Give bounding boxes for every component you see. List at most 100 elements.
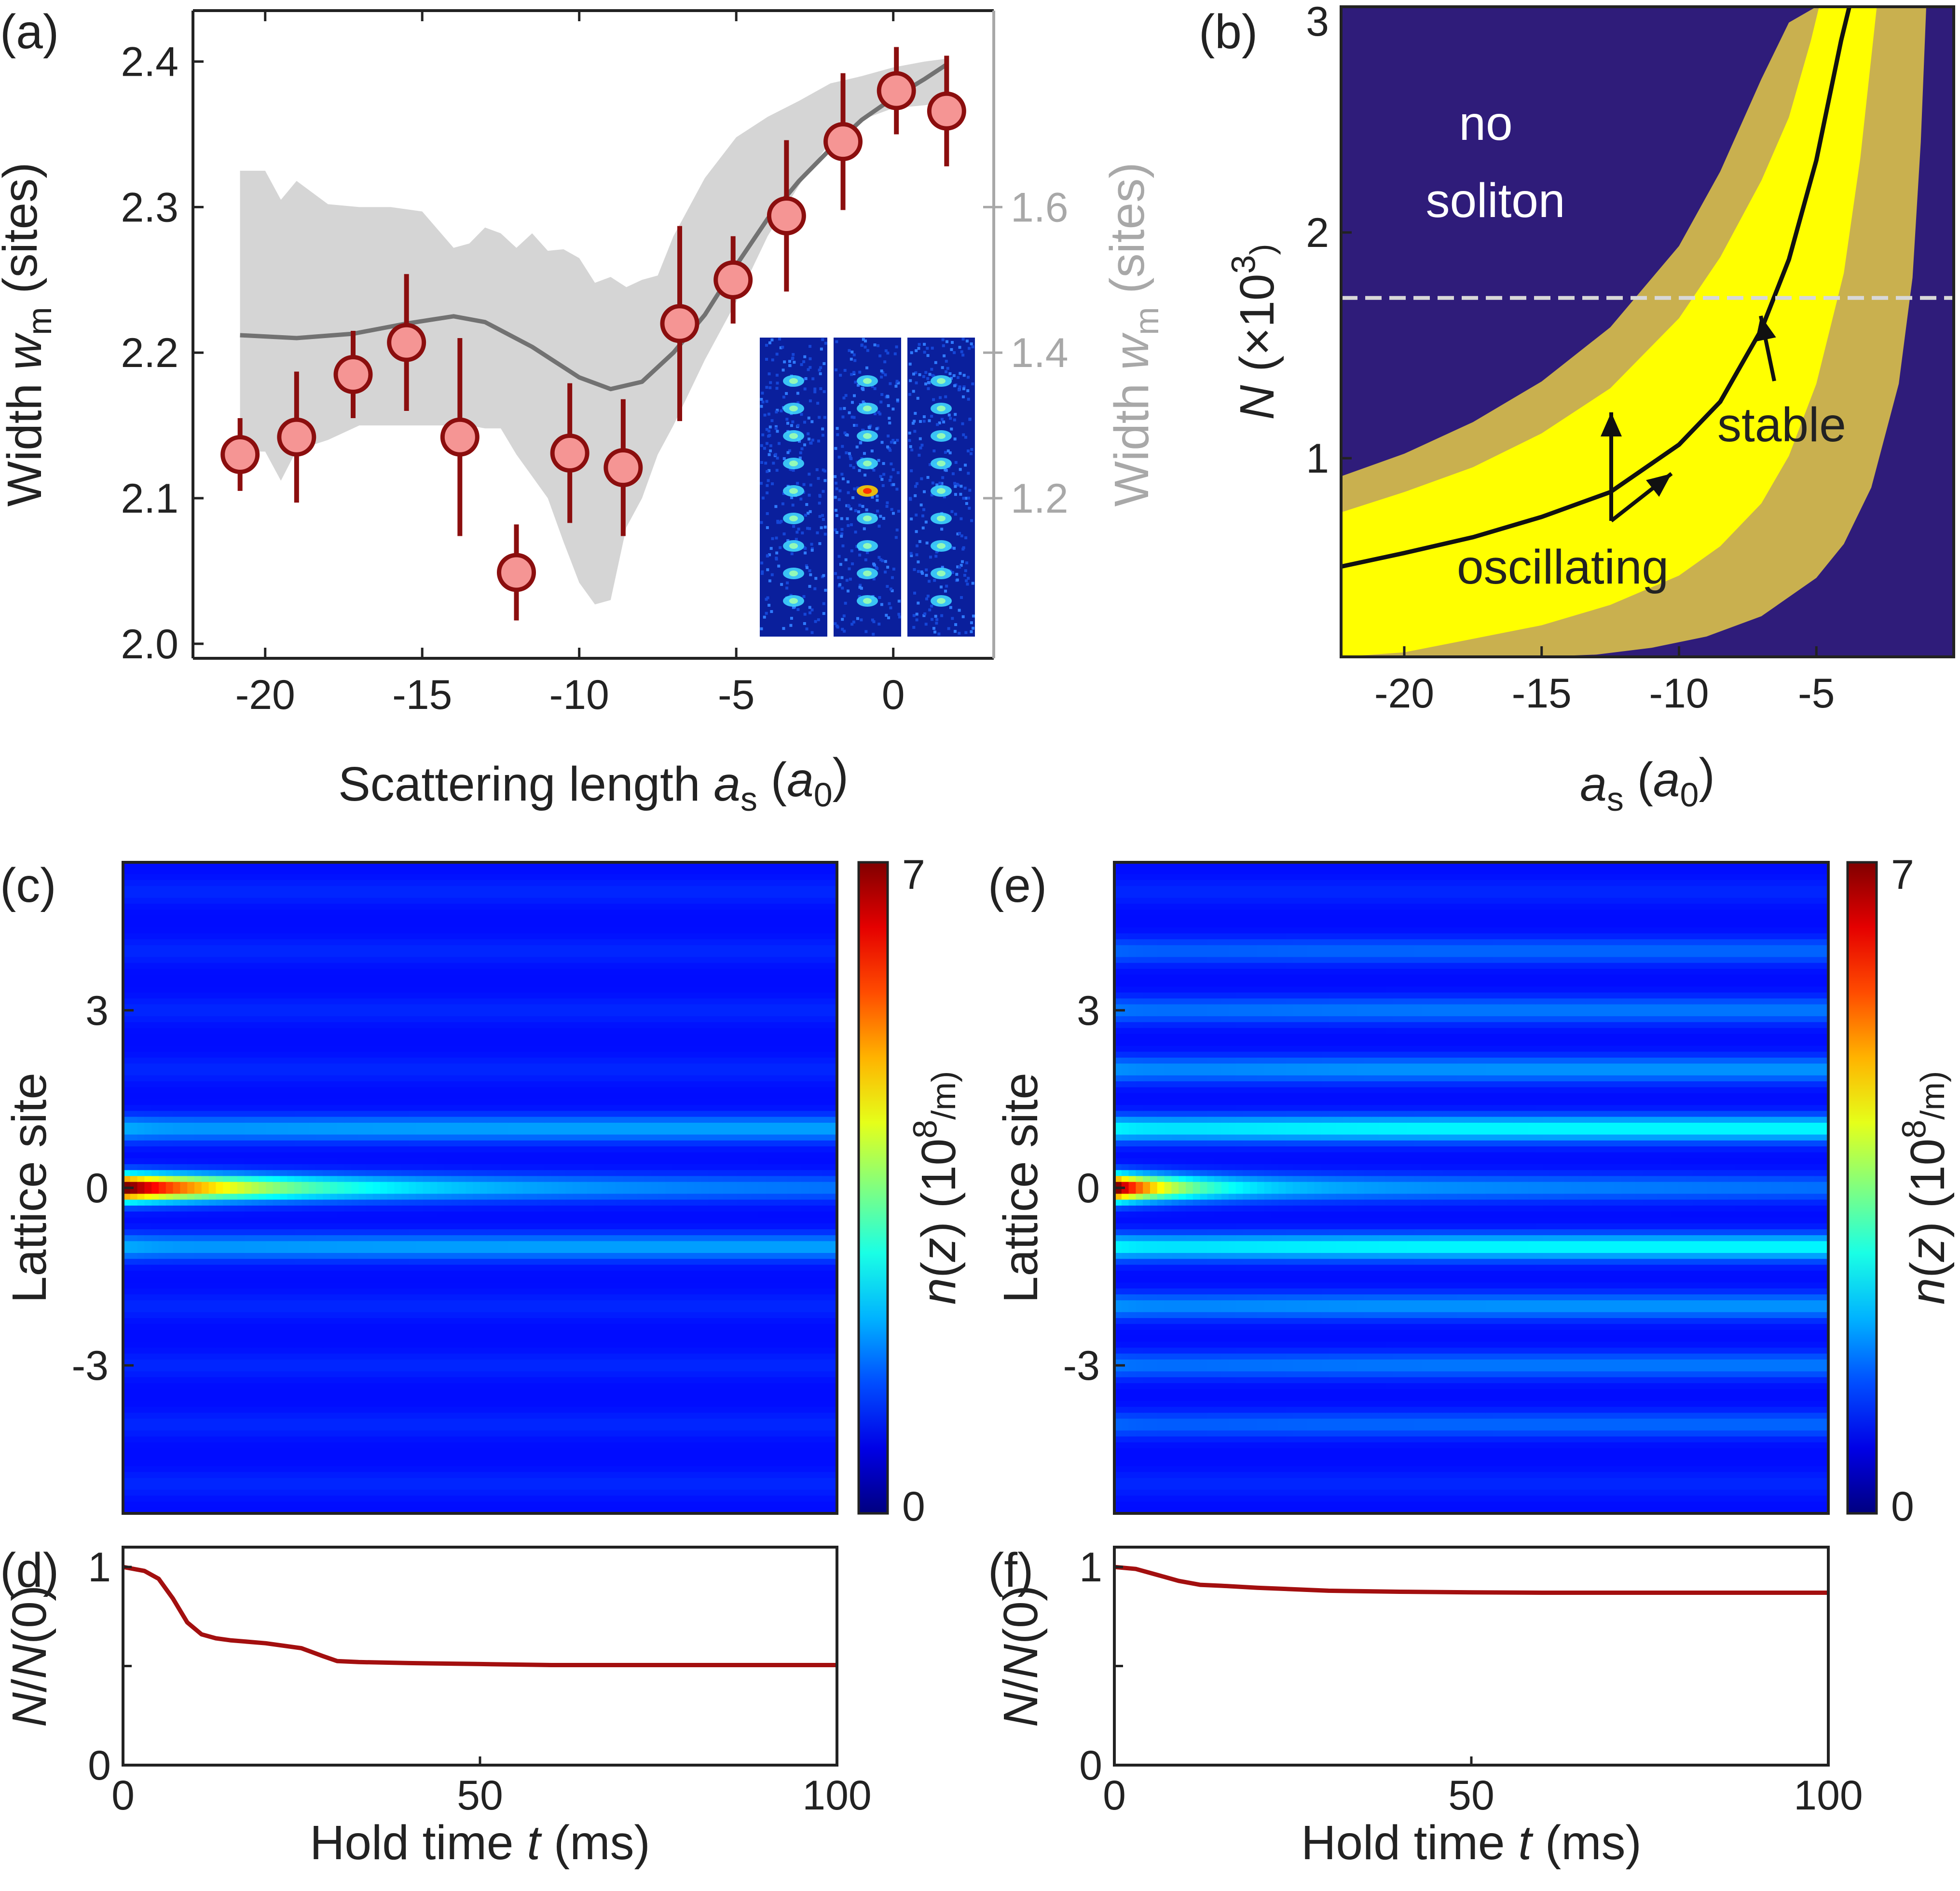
heat-cell [137,880,145,886]
heat-cell [137,1448,145,1455]
heat-cell [173,1265,181,1271]
heat-cell [173,1372,181,1378]
heat-cell [144,1330,152,1336]
heat-cell [130,1081,138,1088]
heat-cell [130,1413,138,1419]
heat-cell [166,998,174,1005]
inset-noise [852,466,855,469]
heat-cell [173,1235,181,1241]
heat-cell [173,1289,181,1295]
inset-noise [839,563,842,566]
inset-noise [791,552,794,555]
inset-noise [954,485,957,488]
heat-cell [144,1141,152,1147]
heat-cell [166,1365,174,1372]
heat-cell [151,1478,159,1484]
heat-cell [151,1360,159,1366]
heat-cell [159,922,166,928]
heat-cell [137,1271,145,1277]
inset-noise [910,517,913,520]
heat-cell [151,1466,159,1472]
heat-cell [166,910,174,916]
inset-blob-core [937,488,946,494]
inset-noise [775,552,778,555]
inset-noise [770,547,773,550]
heat-cell [166,1377,174,1384]
heat-cell [144,1466,152,1472]
inset-noise [965,561,968,564]
inset-noise [924,382,927,385]
heat-cell [173,1490,181,1496]
inset-noise [843,396,846,399]
inset-noise [932,449,935,452]
inset-noise [886,505,889,508]
inset-noise [882,473,885,476]
heat-cell [159,898,166,904]
heat-cell [166,957,174,963]
inset-noise [809,357,811,360]
heat-cell [159,1472,166,1478]
inset-noise [926,542,929,544]
heat-cell [166,1063,174,1070]
heat-cell [151,880,159,886]
heat-cell [144,1336,152,1342]
inset-noise [888,417,891,420]
heat-cell [137,1401,145,1407]
inset-noise [836,427,839,430]
heat-cell [159,1058,166,1064]
heat-cell [151,1347,159,1354]
heat-cell [137,1354,145,1360]
heat-cell [137,1046,145,1052]
inset-noise [913,568,916,571]
heat-cell [159,1342,166,1348]
heat-cell [159,1206,166,1212]
inset-noise [764,414,767,417]
inset-noise [933,579,936,582]
inset-noise [908,432,911,435]
heat-cell [137,1324,145,1330]
x-axis-label-part: a [1653,753,1680,807]
heat-cell [137,1087,145,1093]
inset-noise [968,347,971,350]
x-axis-label-part: ( [1624,753,1653,807]
heat-cell [173,1170,181,1176]
heat-cell [173,898,181,904]
heat-cell [159,1217,166,1224]
heat-cell [159,1484,166,1490]
heat-cell [144,1401,152,1407]
inset-noise [788,364,791,367]
inset-noise [843,407,846,410]
heat-cell [137,922,145,928]
heat-cell [159,1081,166,1088]
inset-noise [861,387,863,390]
heat-cell [137,1081,145,1088]
heat-cell [151,1206,159,1212]
heat-cell [151,1093,159,1100]
inset-noise [967,577,970,580]
inset-noise [819,366,822,369]
heat-cell [173,1135,181,1141]
heat-cell [173,1123,181,1129]
heat-cell [159,1437,166,1443]
inset-noise [768,604,770,607]
heat-cell [173,1040,181,1046]
heat-cell [166,1158,174,1165]
inset-noise [771,537,774,540]
inset-noise [790,617,793,620]
inset-noise [811,377,814,380]
inset-noise [960,596,963,599]
heat-cell [144,1117,152,1123]
inset-noise [790,424,793,427]
heat-cell [137,1419,145,1425]
heat-cell [137,1289,145,1295]
heat-cell [151,1123,159,1129]
heat-cell [173,1182,181,1188]
y-axis-label-part: Width [0,370,52,506]
heat-cell [159,1194,166,1200]
heat-cell [159,1336,166,1342]
heat-cell [130,1087,138,1093]
heat-cell [151,1342,159,1348]
heat-cell [151,1117,159,1123]
heat-cell [173,1324,181,1330]
heat-cell [137,957,145,963]
